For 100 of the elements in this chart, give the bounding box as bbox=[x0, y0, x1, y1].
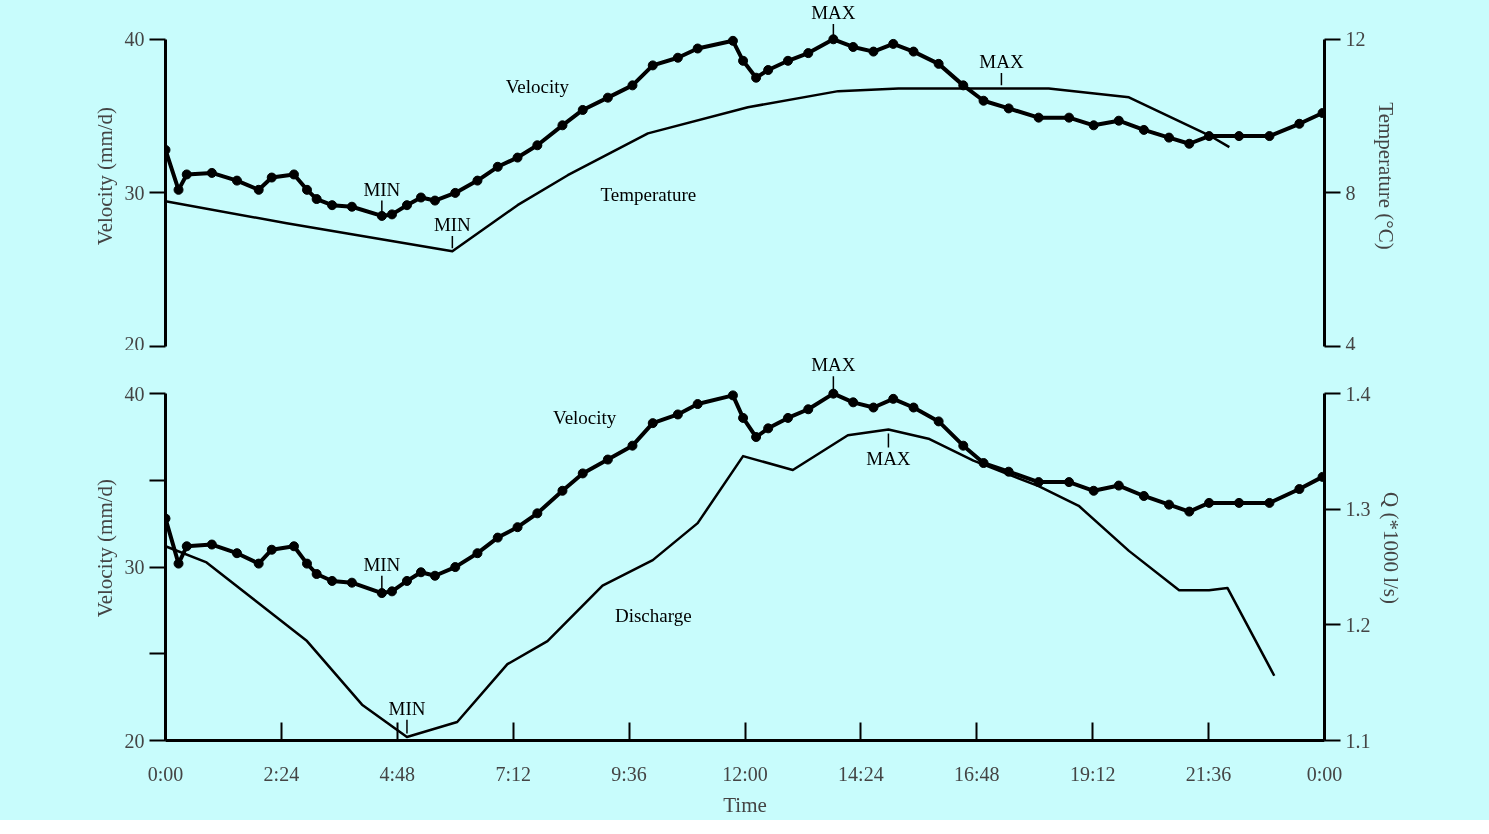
y2-tick-label: 1.3 bbox=[1345, 498, 1371, 521]
y-tick-label: 30 bbox=[124, 556, 145, 579]
point bbox=[828, 388, 839, 399]
point bbox=[301, 558, 312, 569]
y-axis-title: Velocity (mm/d) bbox=[92, 478, 117, 618]
point bbox=[782, 55, 793, 66]
point bbox=[1294, 118, 1305, 129]
x-tick-label: 0:00 bbox=[147, 762, 184, 785]
point bbox=[803, 48, 814, 59]
point bbox=[848, 41, 859, 52]
series-label: Velocity bbox=[505, 76, 570, 98]
point bbox=[868, 402, 879, 413]
point bbox=[1113, 480, 1124, 491]
y-tick-label: 20 bbox=[124, 729, 145, 752]
y-tick-label: 40 bbox=[124, 28, 145, 51]
x-tick-label: 12:00 bbox=[722, 762, 768, 785]
point bbox=[512, 152, 523, 163]
point bbox=[627, 80, 638, 91]
point bbox=[206, 539, 217, 550]
point bbox=[1234, 131, 1245, 142]
point bbox=[557, 485, 568, 496]
point bbox=[602, 454, 613, 465]
series-label: Temperature bbox=[600, 183, 697, 205]
point bbox=[429, 570, 440, 581]
point bbox=[727, 35, 738, 46]
x-tick-label: 14:24 bbox=[838, 762, 884, 785]
point bbox=[751, 72, 762, 83]
y-axis-title: Velocity (mm/d) bbox=[92, 106, 117, 246]
point bbox=[266, 172, 277, 183]
point bbox=[933, 58, 944, 69]
x-tick-label: 21:36 bbox=[1185, 762, 1232, 785]
point bbox=[1264, 131, 1275, 142]
point bbox=[848, 397, 859, 408]
point bbox=[173, 558, 184, 569]
point bbox=[512, 522, 523, 533]
point bbox=[1088, 120, 1099, 131]
point bbox=[978, 95, 989, 106]
point bbox=[1033, 112, 1044, 123]
annotation: MAX bbox=[979, 51, 1024, 73]
point bbox=[782, 412, 793, 423]
annotation: MIN bbox=[388, 697, 426, 719]
y2-tick-label: 4 bbox=[1345, 332, 1356, 355]
point bbox=[532, 140, 543, 151]
point bbox=[647, 60, 658, 71]
point bbox=[450, 562, 461, 573]
point bbox=[672, 52, 683, 63]
point bbox=[647, 418, 658, 429]
point bbox=[346, 201, 357, 212]
y-tick-label: 30 bbox=[124, 181, 145, 204]
point bbox=[472, 548, 483, 559]
point bbox=[888, 38, 899, 49]
annotation: MAX bbox=[811, 354, 856, 376]
point bbox=[415, 192, 426, 203]
point bbox=[557, 120, 568, 131]
point bbox=[173, 184, 184, 195]
point bbox=[1064, 477, 1075, 488]
point bbox=[231, 175, 242, 186]
point bbox=[376, 588, 387, 599]
x-tick-label: 4:48 bbox=[379, 762, 416, 785]
annotation: MIN bbox=[363, 553, 401, 575]
x-tick-label: 2:24 bbox=[263, 762, 300, 785]
y-tick-label: 20 bbox=[124, 332, 145, 355]
point bbox=[1294, 484, 1305, 495]
point bbox=[672, 409, 683, 420]
y2-tick-label: 1.2 bbox=[1345, 613, 1371, 636]
series-label: Discharge bbox=[614, 605, 692, 627]
point bbox=[429, 195, 440, 206]
point bbox=[288, 541, 299, 552]
x-tick-label: 9:36 bbox=[611, 762, 647, 785]
x-tick-label: 7:12 bbox=[495, 762, 531, 785]
point bbox=[206, 167, 217, 178]
point bbox=[958, 440, 969, 451]
point bbox=[386, 586, 397, 597]
point bbox=[1184, 506, 1195, 517]
point bbox=[1234, 497, 1245, 508]
point bbox=[1184, 138, 1195, 149]
point bbox=[1138, 490, 1149, 501]
point bbox=[1138, 124, 1149, 135]
point bbox=[346, 577, 357, 588]
point bbox=[253, 558, 264, 569]
point bbox=[301, 184, 312, 195]
point bbox=[288, 169, 299, 180]
y2-tick-label: 8 bbox=[1345, 181, 1356, 204]
point bbox=[253, 184, 264, 195]
y2-tick-label: 1.4 bbox=[1345, 382, 1371, 405]
point bbox=[181, 169, 192, 180]
point bbox=[1204, 497, 1215, 508]
point bbox=[376, 210, 387, 221]
point bbox=[311, 194, 322, 205]
point bbox=[1088, 485, 1099, 496]
y2-tick-label: 1.1 bbox=[1345, 729, 1371, 752]
point bbox=[727, 390, 738, 401]
point bbox=[492, 532, 503, 543]
point bbox=[763, 423, 774, 434]
point bbox=[738, 55, 749, 66]
point bbox=[532, 508, 543, 519]
point bbox=[401, 200, 412, 211]
point bbox=[327, 575, 338, 586]
point bbox=[472, 175, 483, 186]
y-tick-label: 40 bbox=[124, 382, 145, 405]
